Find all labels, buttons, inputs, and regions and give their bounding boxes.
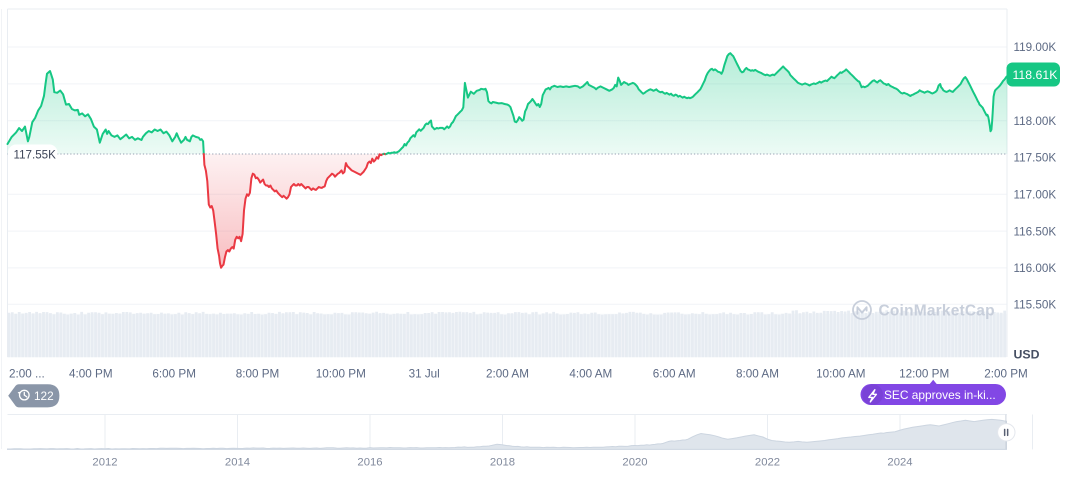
svg-text:4:00 AM: 4:00 AM (569, 368, 612, 381)
svg-text:2:00 AM: 2:00 AM (486, 368, 529, 381)
svg-text:2012: 2012 (92, 457, 117, 469)
svg-text:2022: 2022 (755, 457, 780, 469)
svg-text:117.55K: 117.55K (14, 148, 57, 161)
svg-text:8:00 AM: 8:00 AM (736, 368, 779, 381)
svg-text:117.50K: 117.50K (1014, 152, 1057, 165)
svg-text:2014: 2014 (225, 457, 250, 469)
svg-text:CoinMarketCap: CoinMarketCap (879, 303, 995, 320)
svg-text:6:00 PM: 6:00 PM (152, 368, 196, 381)
svg-text:USD: USD (1014, 348, 1040, 362)
svg-text:31 Jul: 31 Jul (409, 368, 440, 381)
svg-text:122: 122 (34, 389, 54, 403)
svg-text:2018: 2018 (490, 457, 515, 469)
svg-text:8:00 PM: 8:00 PM (236, 368, 280, 381)
svg-text:6:00 AM: 6:00 AM (653, 368, 696, 381)
svg-text:2:00 PM: 2:00 PM (984, 368, 1028, 381)
svg-text:2:00 ...: 2:00 ... (9, 368, 45, 381)
svg-text:118.61K: 118.61K (1013, 68, 1059, 82)
svg-text:2016: 2016 (357, 457, 382, 469)
svg-text:118.00K: 118.00K (1014, 115, 1057, 128)
svg-text:SEC approves in-ki...: SEC approves in-ki... (884, 388, 996, 402)
svg-text:119.00K: 119.00K (1014, 41, 1057, 54)
svg-text:2020: 2020 (622, 457, 647, 469)
svg-text:117.00K: 117.00K (1014, 189, 1057, 202)
svg-text:10:00 AM: 10:00 AM (816, 368, 865, 381)
svg-text:10:00 PM: 10:00 PM (316, 368, 366, 381)
svg-text:115.50K: 115.50K (1014, 298, 1057, 311)
svg-text:2024: 2024 (887, 457, 912, 469)
svg-text:116.50K: 116.50K (1014, 225, 1057, 238)
svg-text:12:00 PM: 12:00 PM (899, 368, 949, 381)
svg-text:4:00 PM: 4:00 PM (69, 368, 113, 381)
svg-text:116.00K: 116.00K (1014, 262, 1057, 275)
